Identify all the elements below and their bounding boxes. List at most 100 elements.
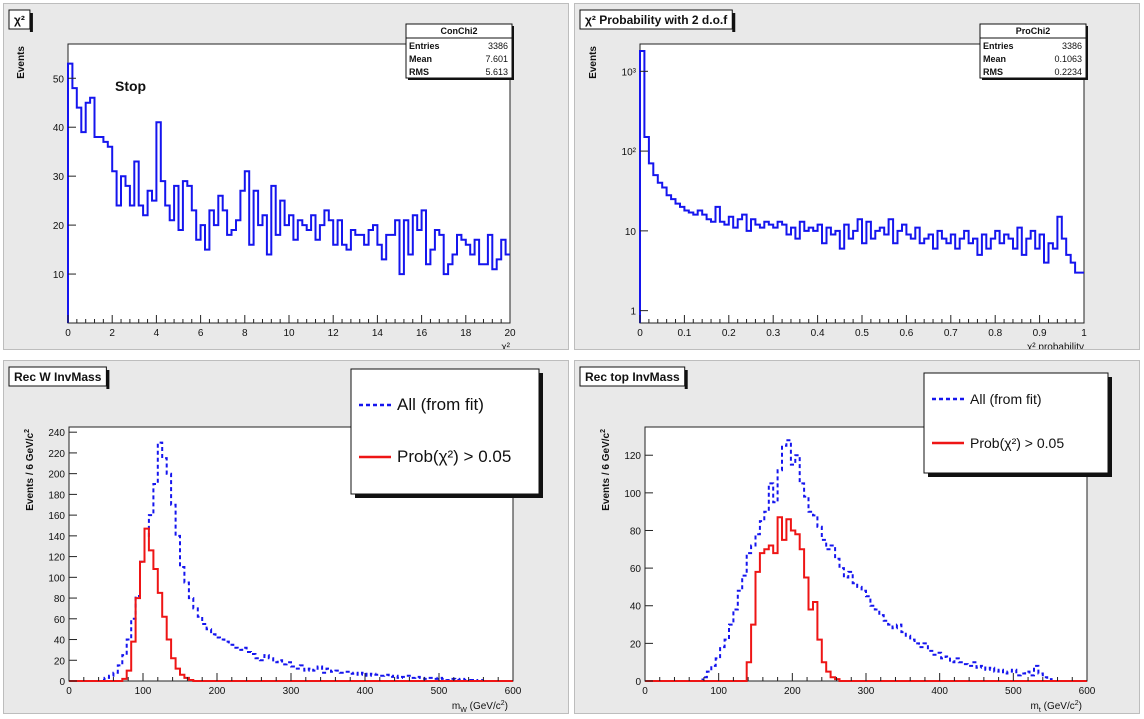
y-tick-label: 120 (48, 553, 65, 564)
stats-label: Mean (983, 54, 1006, 64)
y-tick-label: 40 (630, 602, 642, 613)
y-tick-label: 40 (54, 636, 66, 647)
x-tick-label: 10 (283, 328, 295, 339)
x-axis-label-xlabel-rest: (GeV/c (467, 701, 501, 712)
y-tick-label: 0 (59, 677, 65, 688)
chart-title: Rec top InvMass (585, 370, 680, 384)
x-tick-label: 0 (65, 328, 71, 339)
stats-label: Entries (409, 41, 440, 51)
histogram-series-0 (645, 439, 1087, 682)
stats-value: 0.1063 (1054, 54, 1082, 64)
panel-chi2: 0 2 4 6 8 10 12 14 16 18 20 10 20 30 40 50 χ² χ² Events Sto… (3, 3, 569, 350)
y-tick-label: 60 (630, 564, 642, 575)
x-tick-label: 18 (460, 328, 472, 339)
y-tick-label: 10³ (622, 67, 637, 78)
stats-value: 7.601 (485, 54, 508, 64)
y-tick-label: 0 (635, 677, 641, 688)
stats-name: ConChi2 (441, 26, 478, 36)
x-tick-label: 300 (858, 686, 875, 697)
y-tick-label: 40 (53, 123, 65, 134)
x-tick-label: 400 (931, 686, 948, 697)
x-tick-label: 500 (431, 686, 448, 697)
x-tick-label: 14 (372, 328, 384, 339)
stats-value: 0.2234 (1054, 67, 1082, 77)
x-tick-label: 0.2 (722, 328, 736, 339)
title-shadow (106, 370, 110, 389)
x-tick-label: 0 (642, 686, 648, 697)
x-axis-label-xlabel-rest: (GeV/c (1041, 701, 1075, 712)
stats-label: RMS (983, 67, 1003, 77)
y-tick-label: 100 (48, 573, 65, 584)
x-axis-label-xlabel-sub: t (1039, 707, 1041, 713)
x-axis-label-xlabel-sup: 2 (501, 700, 505, 707)
y-tick-label: 100 (624, 489, 641, 500)
x-tick-label: 0.4 (811, 328, 825, 339)
chart-chi2: 0 2 4 6 8 10 12 14 16 18 20 10 20 30 40 50 χ² χ² Events Sto… (8, 9, 516, 349)
panel-w-invmass: 0 100 200 300 400 500 600 0 20 40 60 80 100 120 140 160… (3, 360, 569, 714)
x-tick-label: 600 (505, 686, 522, 697)
x-tick-label: 600 (1079, 686, 1096, 697)
legend-frame (350, 368, 540, 495)
y-tick-label: 10 (625, 227, 637, 238)
x-axis-label-xlabel-main: m (1031, 701, 1039, 712)
y-tick-label: 80 (630, 526, 642, 537)
x-tick-label: 1 (1081, 328, 1087, 339)
histogram-series-1 (645, 516, 1087, 682)
x-axis-label-xlabel-sup: 2 (1075, 700, 1079, 707)
title-box: χ² Probability with 2 d.o.f (579, 9, 736, 32)
histogram-series-0 (67, 62, 510, 323)
x-axis-label-xlabel-end: ) (505, 701, 508, 712)
x-axis-label: mt (GeV/c2) (1031, 700, 1082, 713)
x-tick-label: 200 (784, 686, 801, 697)
y-tick-label: 20 (630, 639, 642, 650)
x-tick-label: 0.1 (677, 328, 691, 339)
stats-value: 3386 (488, 41, 508, 51)
y-tick-label: 200 (48, 470, 65, 481)
title-shadow (29, 13, 33, 32)
legend-label-1: Prob(χ²) > 0.05 (397, 447, 511, 466)
y-tick-label: 180 (48, 490, 65, 501)
x-axis-label: mW (GeV/c2) (452, 700, 508, 713)
chart-title: χ² Probability with 2 d.o.f (585, 13, 728, 27)
y-tick-label: 20 (54, 656, 66, 667)
x-tick-label: 0.8 (988, 328, 1002, 339)
y-axis-label: Events (16, 46, 27, 79)
x-tick-label: 200 (209, 686, 226, 697)
y-tick-label: 20 (53, 221, 65, 232)
x-tick-label: 0 (66, 686, 72, 697)
legend: All (from fit) Prob(χ²) > 0.05 (350, 368, 543, 498)
plot-frame (639, 43, 1085, 324)
legend-label-0: All (from fit) (970, 391, 1042, 407)
x-axis-label: χ² (501, 342, 510, 349)
plot-frame (67, 43, 511, 324)
x-tick-label: 0 (637, 328, 643, 339)
y-tick-label: 30 (53, 172, 65, 183)
chart-chi2-probability: 0 0.1 0.2 0.3 0.4 0.5 0.6 0.7 0.8 0.9 1 1 10 10² 10³ χ²… (579, 9, 1088, 349)
stats-label: Entries (983, 41, 1014, 51)
annotation-label: Stop (115, 78, 146, 94)
y-axis-label-main: Events / 6 GeV/c (25, 432, 36, 510)
y-tick-label: 80 (54, 594, 66, 605)
stats-frame (979, 23, 1087, 79)
x-axis-label-xlabel-sub: W (460, 707, 467, 713)
y-tick-label: 1 (630, 307, 636, 318)
x-axis-label-xlabel-end: ) (1079, 701, 1082, 712)
x-tick-label: 8 (242, 328, 248, 339)
x-tick-label: 6 (198, 328, 204, 339)
stats-frame (405, 23, 513, 79)
x-tick-label: 2 (109, 328, 115, 339)
y-axis-label: Events / 6 GeV/c2 (600, 429, 612, 511)
x-tick-label: 20 (504, 328, 516, 339)
x-axis-label: χ² probability (1027, 342, 1084, 349)
x-tick-label: 400 (357, 686, 374, 697)
histogram-series-0 (69, 441, 513, 682)
y-tick-label: 10² (622, 147, 637, 158)
legend-label-1: Prob(χ²) > 0.05 (970, 435, 1064, 451)
x-tick-label: 500 (1005, 686, 1022, 697)
x-tick-label: 4 (154, 328, 160, 339)
panel-top-invmass: 0 100 200 300 400 500 600 0 20 40 60 80 100 120 Rec to… (574, 360, 1140, 714)
chart-title: Rec W InvMass (14, 370, 102, 384)
title-box: Rec W InvMass (8, 366, 110, 389)
